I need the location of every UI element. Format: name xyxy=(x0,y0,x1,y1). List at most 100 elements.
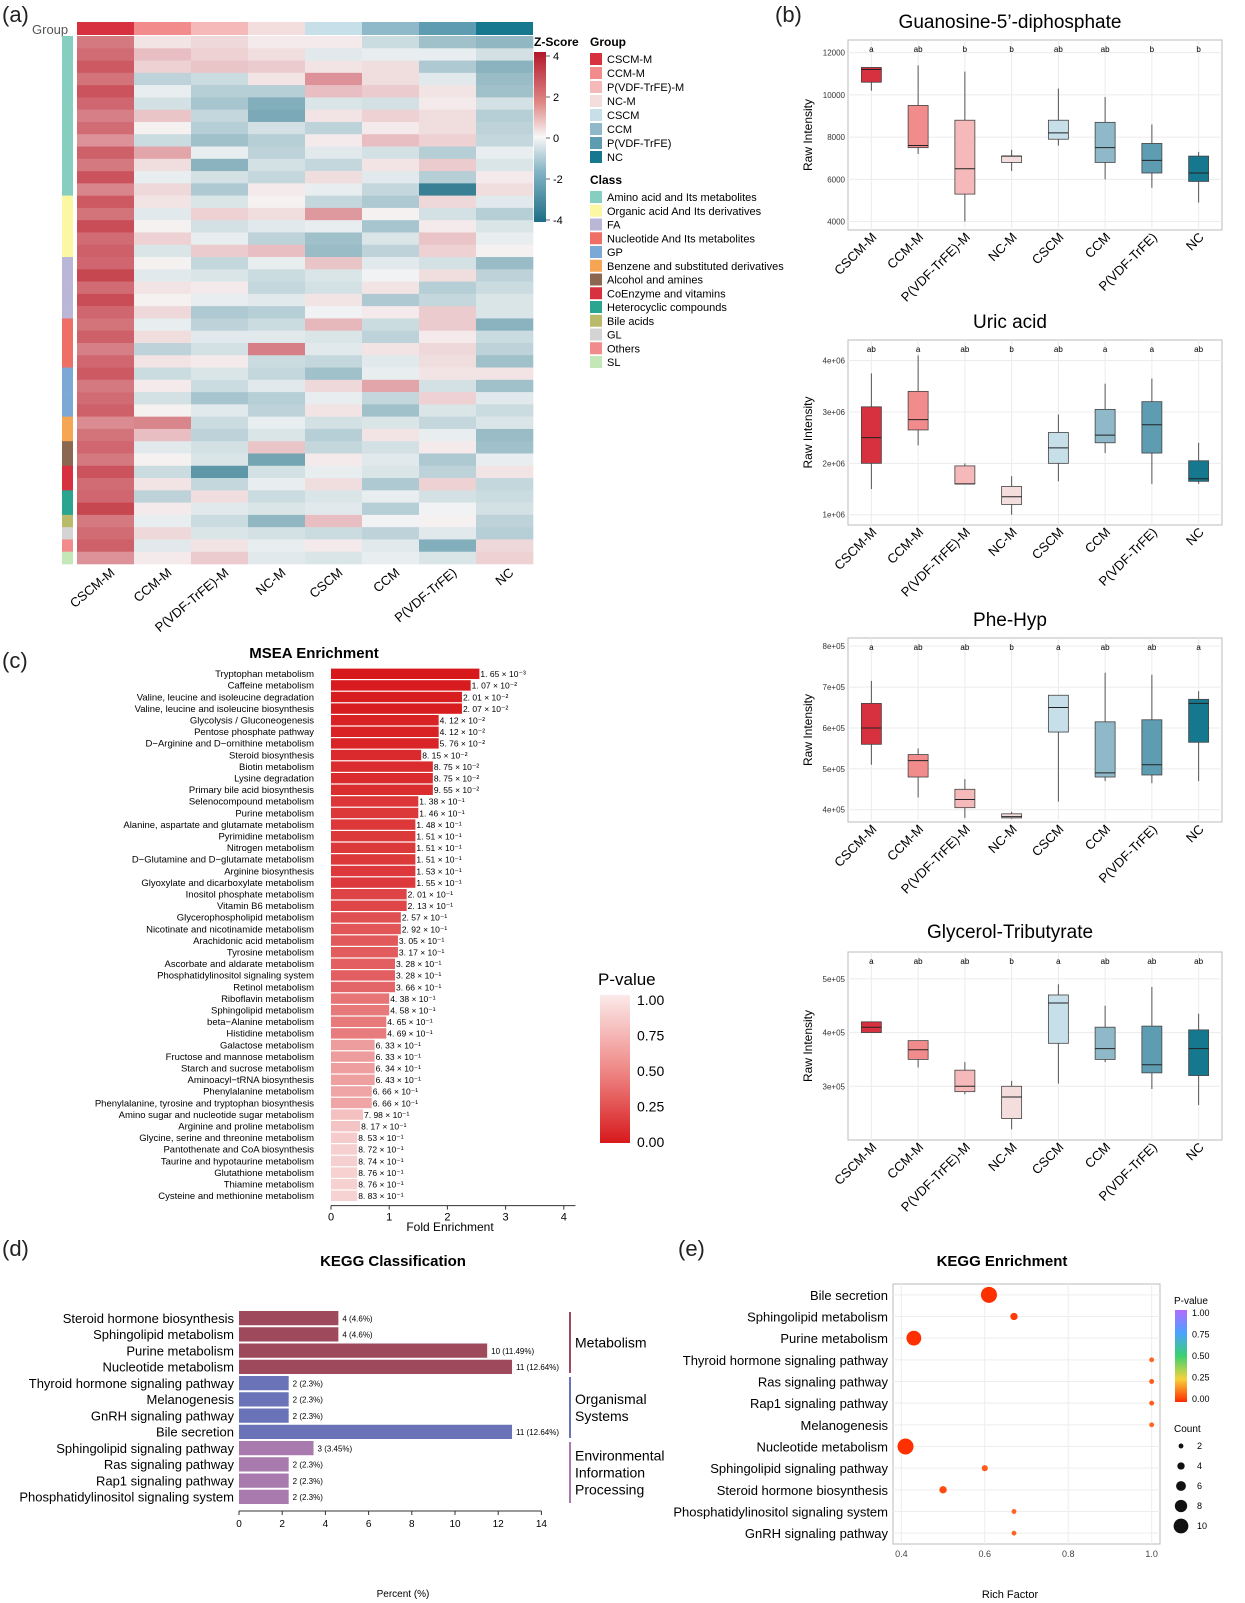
kegg-classification-bar xyxy=(239,1311,339,1326)
msea-pvalue-label: 3. 66 × 10⁻¹ xyxy=(396,982,442,992)
heatmap-cell xyxy=(305,220,363,233)
heatmap-cell xyxy=(191,85,249,98)
heatmap-cell xyxy=(191,478,249,491)
msea-bar xyxy=(331,680,471,691)
msea-category-label: Riboflavin metabolism xyxy=(221,994,314,1005)
heatmap-cell xyxy=(419,379,477,393)
msea-bar xyxy=(331,1005,390,1016)
heatmap-cell xyxy=(191,72,249,86)
kegg-classification-x-label: Percent (%) xyxy=(377,1589,430,1600)
boxplot-x-label: NC-M xyxy=(985,525,1020,560)
heatmap-cell xyxy=(305,441,363,454)
msea-bar xyxy=(331,1086,372,1097)
heatmap-cell xyxy=(305,551,363,565)
msea-pvalue-label: 4. 12 × 10⁻² xyxy=(440,727,486,737)
boxplot-significance-letter: ab xyxy=(1054,345,1063,354)
msea-bar xyxy=(331,958,396,969)
class-legend-title: Class xyxy=(590,173,622,187)
boxplot-y-tick: 5e+05 xyxy=(823,975,846,984)
class-bar-cell xyxy=(62,281,73,295)
class-legend: Amino acid and Its metabolites Organic ac… xyxy=(590,191,784,369)
boxplot-significance-letter: b xyxy=(1009,643,1014,652)
heatmap-cell xyxy=(77,539,135,553)
kegg-enrichment-category-label: Ras signaling pathway xyxy=(758,1375,889,1390)
boxplot-significance-letter: a xyxy=(1150,345,1155,354)
heatmap-cell xyxy=(77,342,135,356)
group-legend-label: CSCM-M xyxy=(607,54,652,66)
boxplot-x-label: NC xyxy=(1183,230,1207,254)
heatmap-cell xyxy=(134,257,192,270)
boxplot-box xyxy=(907,390,929,431)
class-bar-cell xyxy=(62,478,73,491)
heatmap-cell xyxy=(134,293,192,307)
heatmap-cell xyxy=(476,539,534,553)
msea-category-label: Selenocompound metabolism xyxy=(189,797,314,808)
kegg-enrichment-point xyxy=(1149,1379,1155,1384)
kegg-classification-category-label: Ras signaling pathway xyxy=(104,1457,235,1472)
heatmap-cell xyxy=(419,453,477,467)
kegg-classification-category-label: Nucleotide metabolism xyxy=(102,1360,234,1375)
kegg-enrichment-color-ticks: 1.00 0.75 0.50 0.25 0.00 xyxy=(1192,1308,1210,1404)
heatmap-cell xyxy=(419,183,477,196)
heatmap-cell xyxy=(77,207,135,221)
kegg-enrichment-size-label: 2 xyxy=(1197,1441,1202,1451)
heatmap-cell xyxy=(248,527,306,540)
msea-pvalue-label: 8. 72 × 10⁻¹ xyxy=(358,1145,404,1155)
heatmap-cell xyxy=(134,379,192,393)
msea-category-label: Inositol phosphate metabolism xyxy=(186,890,314,901)
boxplot-box xyxy=(1094,121,1116,163)
heatmap-class-bar xyxy=(62,36,73,565)
heatmap-cell xyxy=(362,257,420,270)
heatmap-cell xyxy=(134,330,192,344)
msea-category-label: Valine, leucine and isoleucine degradati… xyxy=(137,692,314,703)
heatmap-cell xyxy=(419,121,477,135)
heatmap-cell xyxy=(248,158,306,172)
heatmap-cell xyxy=(134,416,192,430)
kegg-enrichment-panel: KEGG Enrichment 0.4 0.6 0.8 1.0 Bile secreti… xyxy=(673,1253,1210,1601)
heatmap-cell xyxy=(419,342,477,356)
class-bar-cell xyxy=(62,490,73,503)
msea-bar xyxy=(331,1016,387,1027)
boxplot-frame xyxy=(847,39,1223,231)
heatmap-cell xyxy=(476,195,534,209)
msea-pvalue-label: 2. 92 × 10⁻¹ xyxy=(402,924,448,934)
boxplot-y-tick: 4000 xyxy=(827,218,845,227)
msea-axis-tick-label: 2 xyxy=(444,1212,450,1224)
boxplot-significance-letter: ab xyxy=(1194,345,1203,354)
heatmap-cell xyxy=(248,367,306,381)
msea-pvalue-label: 3. 28 × 10⁻¹ xyxy=(396,959,442,969)
msea-category-label: Arginine biosynthesis xyxy=(224,866,314,877)
heatmap-cell xyxy=(248,183,306,196)
heatmap-cell xyxy=(248,330,306,344)
msea-axis-tick-label: 4 xyxy=(561,1212,567,1224)
group-legend-swatch xyxy=(590,95,602,107)
boxplot-box xyxy=(860,67,882,83)
class-legend-swatch xyxy=(590,273,602,286)
heatmap-cell xyxy=(77,269,135,282)
heatmap-cell xyxy=(191,293,249,307)
kegg-enrichment-frame xyxy=(892,1283,1161,1545)
boxplot-y-tick: 5e+05 xyxy=(823,765,846,774)
heatmap-cell xyxy=(362,465,420,479)
kegg-enrichment-point xyxy=(981,1465,988,1472)
boxplot-significance-letter: ab xyxy=(867,345,876,354)
msea-bar xyxy=(331,935,398,946)
msea-bar xyxy=(331,865,416,877)
boxplot-significance-letter: ab xyxy=(914,643,923,652)
kegg-enrichment-category-label: Thyroid hormone signaling pathway xyxy=(683,1353,889,1368)
kegg-enrichment-size-swatch xyxy=(1174,1499,1188,1513)
msea-legend-tick-label: 0.75 xyxy=(637,1028,664,1044)
msea-axis-tick-label: 0 xyxy=(328,1212,334,1224)
heatmap-cell xyxy=(248,220,306,233)
class-legend-label: Bile acids xyxy=(607,316,655,328)
kegg-classification-value-label: 2 (2.3%) xyxy=(293,1412,324,1421)
class-bar-cell xyxy=(62,355,73,368)
heatmap-cell xyxy=(134,158,192,172)
class-bar-cell xyxy=(62,306,73,319)
msea-pvalue-label: 1. 46 × 10⁻¹ xyxy=(419,808,465,818)
boxplot-x-label: NC xyxy=(1183,822,1207,846)
class-bar-cell xyxy=(62,36,73,49)
heatmap-cell xyxy=(419,502,477,516)
zscore-tick-label: 4 xyxy=(553,51,559,63)
group-legend-label: P(VDF-TrFE)-M xyxy=(607,82,684,94)
